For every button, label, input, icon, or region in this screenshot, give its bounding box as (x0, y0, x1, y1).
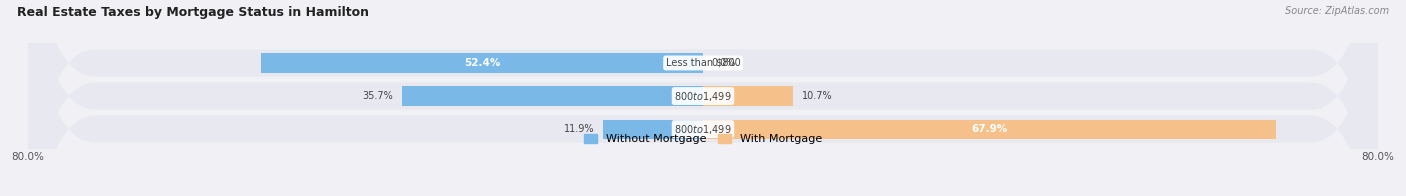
Text: 35.7%: 35.7% (363, 91, 394, 101)
Text: Less than $800: Less than $800 (665, 58, 741, 68)
Text: 0.0%: 0.0% (711, 58, 735, 68)
FancyBboxPatch shape (28, 0, 1378, 196)
Legend: Without Mortgage, With Mortgage: Without Mortgage, With Mortgage (579, 129, 827, 149)
Text: 67.9%: 67.9% (972, 124, 1008, 134)
FancyBboxPatch shape (28, 0, 1378, 196)
Text: 11.9%: 11.9% (564, 124, 595, 134)
Text: $800 to $1,499: $800 to $1,499 (675, 90, 731, 103)
Text: 10.7%: 10.7% (801, 91, 832, 101)
Bar (402, 86, 703, 106)
Text: $800 to $1,499: $800 to $1,499 (675, 123, 731, 136)
Bar (703, 86, 793, 106)
FancyBboxPatch shape (28, 0, 1378, 196)
Text: 52.4%: 52.4% (464, 58, 501, 68)
Bar (262, 53, 703, 73)
Text: Source: ZipAtlas.com: Source: ZipAtlas.com (1285, 6, 1389, 16)
Text: Real Estate Taxes by Mortgage Status in Hamilton: Real Estate Taxes by Mortgage Status in … (17, 6, 368, 19)
Bar (703, 120, 1275, 139)
Bar (603, 120, 703, 139)
